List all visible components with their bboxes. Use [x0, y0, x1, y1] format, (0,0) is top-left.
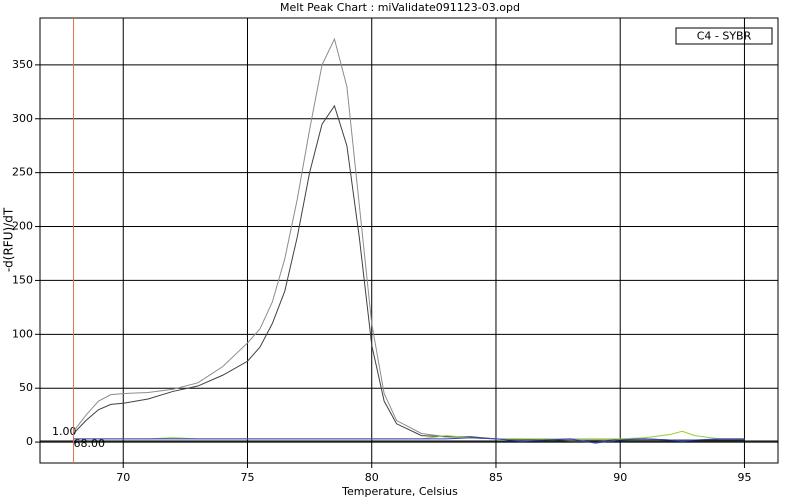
x-axis-label: Temperature, Celsius — [341, 485, 458, 498]
y-tick-label: 0 — [26, 435, 33, 448]
x-tick-label: 70 — [116, 471, 130, 484]
legend-box — [675, 27, 773, 45]
data-line — [73, 437, 745, 444]
data-line — [73, 104, 745, 443]
y-tick-label: 50 — [19, 381, 33, 394]
marker-label: 68.00 — [74, 437, 106, 450]
y-tick-label: 300 — [12, 112, 33, 125]
x-tick-label: 95 — [737, 471, 751, 484]
y-tick-label: 150 — [12, 273, 33, 286]
x-tick-label: 90 — [613, 471, 627, 484]
y-axis-label: -d(RFU)/dT — [2, 207, 16, 272]
x-tick-label: 75 — [240, 471, 254, 484]
data-line — [73, 37, 745, 441]
legend-label: C4 - SYBR — [697, 30, 752, 43]
y-tick-label: 250 — [12, 166, 33, 179]
chart-title: Melt Peak Chart : miValidate091123-03.op… — [280, 1, 520, 14]
plot-frame — [39, 17, 779, 464]
x-tick-label: 85 — [489, 471, 503, 484]
data-line — [73, 430, 745, 440]
y-tick-label: 350 — [12, 58, 33, 71]
threshold-label: 1.00 — [52, 425, 77, 438]
y-tick-label: 200 — [12, 220, 33, 233]
y-tick-label: 100 — [12, 327, 33, 340]
x-tick-label: 80 — [365, 471, 379, 484]
